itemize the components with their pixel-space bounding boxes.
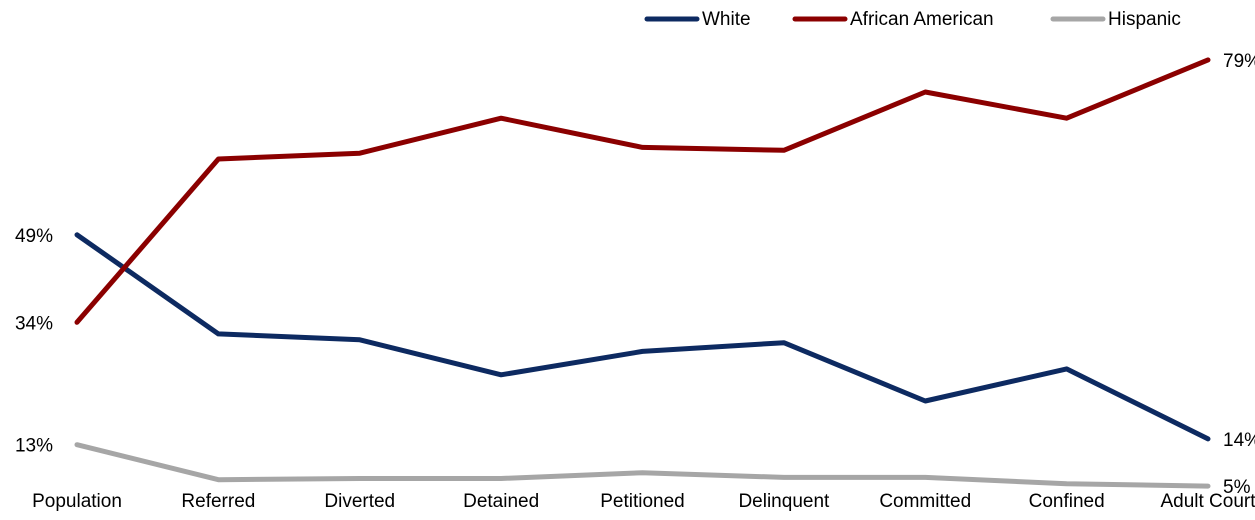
data-label-hispanic-end: 5%: [1223, 477, 1251, 498]
legend-label-african-american: African American: [850, 9, 994, 30]
legend-item-african-american: African American: [792, 9, 994, 30]
data-label-african-american-end: 79%: [1223, 51, 1255, 72]
x-tick-label-referred: Referred: [181, 491, 255, 512]
series-line-african-american: [74, 57, 1211, 325]
x-tick-label-committed: Committed: [879, 491, 971, 512]
x-tick-label-population: Population: [32, 491, 122, 512]
series-line-white: [74, 232, 1211, 442]
plot-area: [74, 57, 1211, 489]
x-tick-label-confined: Confined: [1029, 491, 1105, 512]
legend-label-hispanic: Hispanic: [1108, 9, 1181, 30]
legend-item-hispanic: Hispanic: [1050, 9, 1181, 30]
series-line-hispanic: [74, 442, 1211, 489]
x-axis: Population Referred Diverted Detained Petiti…: [32, 491, 1255, 512]
legend-label-white: White: [702, 9, 751, 30]
legend: White African American Hispanic: [644, 9, 1181, 30]
data-labels: 49% 14% 34% 79% 13% 5%: [15, 51, 1255, 498]
legend-item-white: White: [644, 9, 751, 30]
data-label-hispanic-start: 13%: [15, 436, 53, 457]
x-tick-label-delinquent: Delinquent: [738, 491, 830, 512]
x-tick-label-petitioned: Petitioned: [600, 491, 685, 512]
x-tick-label-diverted: Diverted: [324, 491, 395, 512]
data-label-white-end: 14%: [1223, 430, 1255, 451]
x-tick-label-adult-court: Adult Court: [1160, 491, 1255, 512]
data-label-african-american-start: 34%: [15, 313, 53, 334]
data-label-white-start: 49%: [15, 226, 53, 247]
x-tick-label-detained: Detained: [463, 491, 539, 512]
